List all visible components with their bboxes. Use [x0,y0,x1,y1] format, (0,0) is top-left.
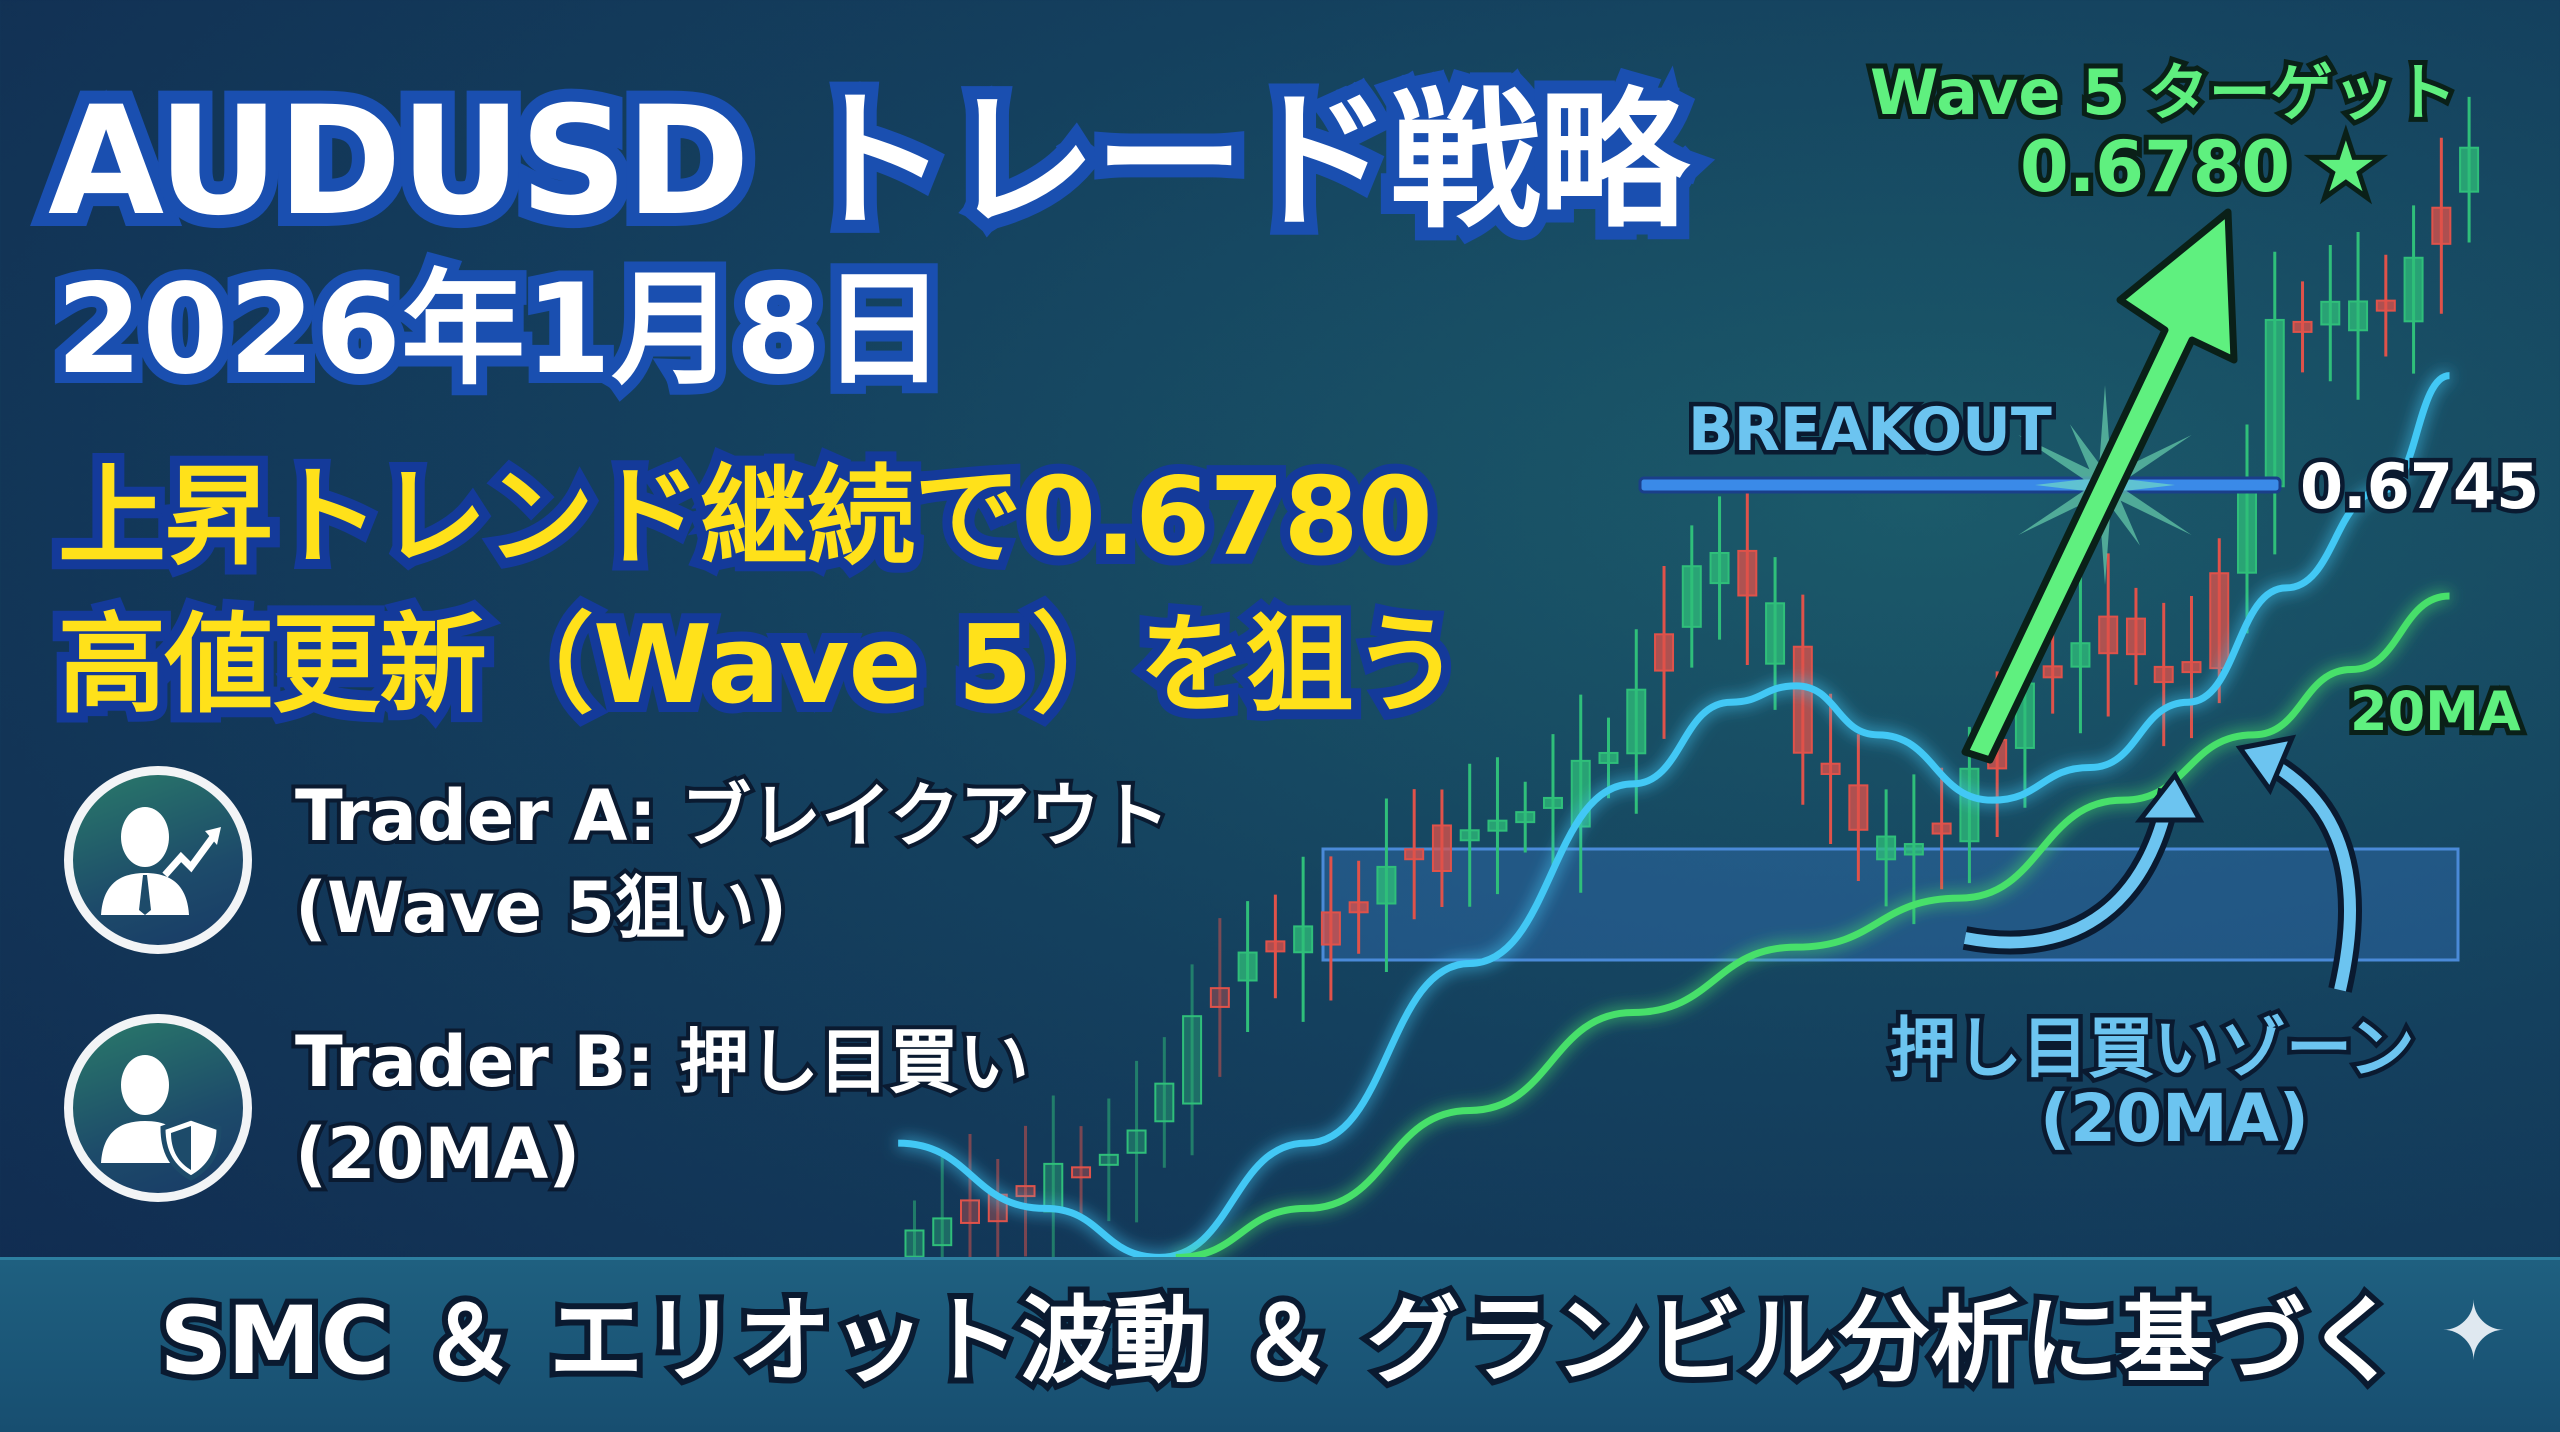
bull-candle [2348,300,2369,332]
bear-candle [1320,911,1341,946]
bear-candle [1792,645,1813,754]
bull-candle [932,1217,953,1247]
breakout-price: 0.6745 [2295,446,2543,528]
bear-candle [2292,320,2313,333]
bear-candle [1820,762,1841,775]
headline-line-2: 高値更新（Wave 5）を狙う [48,593,1471,738]
bull-candle [2459,146,2480,193]
bear-candle [2042,665,2063,679]
bear-candle [2375,299,2396,312]
bear-candle [1848,784,1869,831]
bear-candle [960,1199,981,1224]
businessman-chart-arrow-icon [101,807,221,915]
bear-candle [1431,824,1452,872]
bull-candle [1709,551,1730,585]
bull-candle [1098,1153,1119,1166]
bear-candle [1015,1185,1036,1198]
bull-candle [2237,484,2258,574]
wave5-target-label: Wave 5 ターゲット [1865,51,2462,134]
pullback-zone-label: 押し目買いゾーン [1886,1006,2420,1092]
bear-candle [2209,572,2230,670]
breakout-label: BREAKOUT [1684,391,2057,470]
footer-bar [0,1257,2560,1432]
ma-20-line [1175,592,2450,1261]
bull-candle [1182,1015,1203,1105]
bear-candle [2431,206,2452,245]
bear-candle [1737,549,1758,597]
bull-candle [1487,819,1508,832]
bull-candle [2264,318,2285,488]
trader-b-avatar [64,1014,252,1202]
bull-candle [1237,951,1258,982]
bull-candle [1376,865,1397,905]
person-shield-icon [101,1055,222,1181]
bull-candle [1959,767,1980,843]
trader-a-line-1: Trader A: ブレイクアウト [291,771,1174,861]
bull-candle [1542,796,1563,809]
bear-candle [1931,822,1952,835]
bear-candle [1348,901,1369,914]
pullback-arrow-left-head [2134,770,2205,823]
bear-candle [2125,617,2146,656]
trader-b-line-2: (20MA) [291,1109,584,1199]
bull-candle [1293,925,1314,954]
bear-candle [2153,665,2174,684]
ma-20-label: 20MA [2345,675,2526,748]
bear-candle [1404,848,1425,861]
pullback-arrow-right-head [2235,734,2297,796]
bull-candle [1903,843,1924,856]
pullback-zone [1321,847,2460,962]
wave5-target-price: 0.6780 ★ [2015,121,2382,213]
bull-candle [1876,835,1897,861]
trader-a-label: Trader A: ブレイクアウト (Wave 5狙い) [291,770,1174,954]
trader-b-line-1: Trader B: 押し目買い [291,1017,1033,1107]
bull-candle [2403,256,2424,323]
page-title: AUDUSD トレード戦略 [35,62,1701,262]
bear-candle [1654,633,1675,672]
pullback-zone-sublabel: (20MA) [2036,1076,2314,1162]
bull-candle [1515,811,1536,824]
bear-candle [1265,940,1286,953]
trader-a-line-2: (Wave 5狙い) [291,863,791,953]
bull-candle [1681,565,1702,628]
footer-text: SMC ＆ エリオット波動 ＆ グランビル分析に基づく [153,1281,2406,1402]
breakout-line [1638,476,2282,494]
bull-candle [1598,751,1619,764]
bear-candle [2181,661,2202,674]
bear-candle [1071,1166,1092,1179]
bull-candle [1765,602,1786,665]
bull-candle [2070,642,2091,668]
trader-b-label: Trader B: 押し目買い (20MA) [291,1016,1033,1200]
bull-candle [904,1229,925,1258]
headline-line-1: 上昇トレンド継続で0.6780 [48,445,1443,590]
bull-candle [2320,300,2341,326]
bull-candle [1154,1082,1175,1123]
bull-candle [1043,1162,1064,1213]
bear-candle [2098,615,2119,655]
bull-candle [1459,829,1480,842]
bull-candle [1626,688,1647,755]
bull-candle [1126,1129,1147,1154]
bear-candle [1209,987,1230,1008]
target-arrow [1961,208,2238,764]
trader-a-avatar [64,766,252,954]
sparkle-icon: ✦ [2440,1285,2508,1378]
date-heading: 2026年1月8日 [45,247,957,413]
ma-fast-line [898,372,2451,1261]
